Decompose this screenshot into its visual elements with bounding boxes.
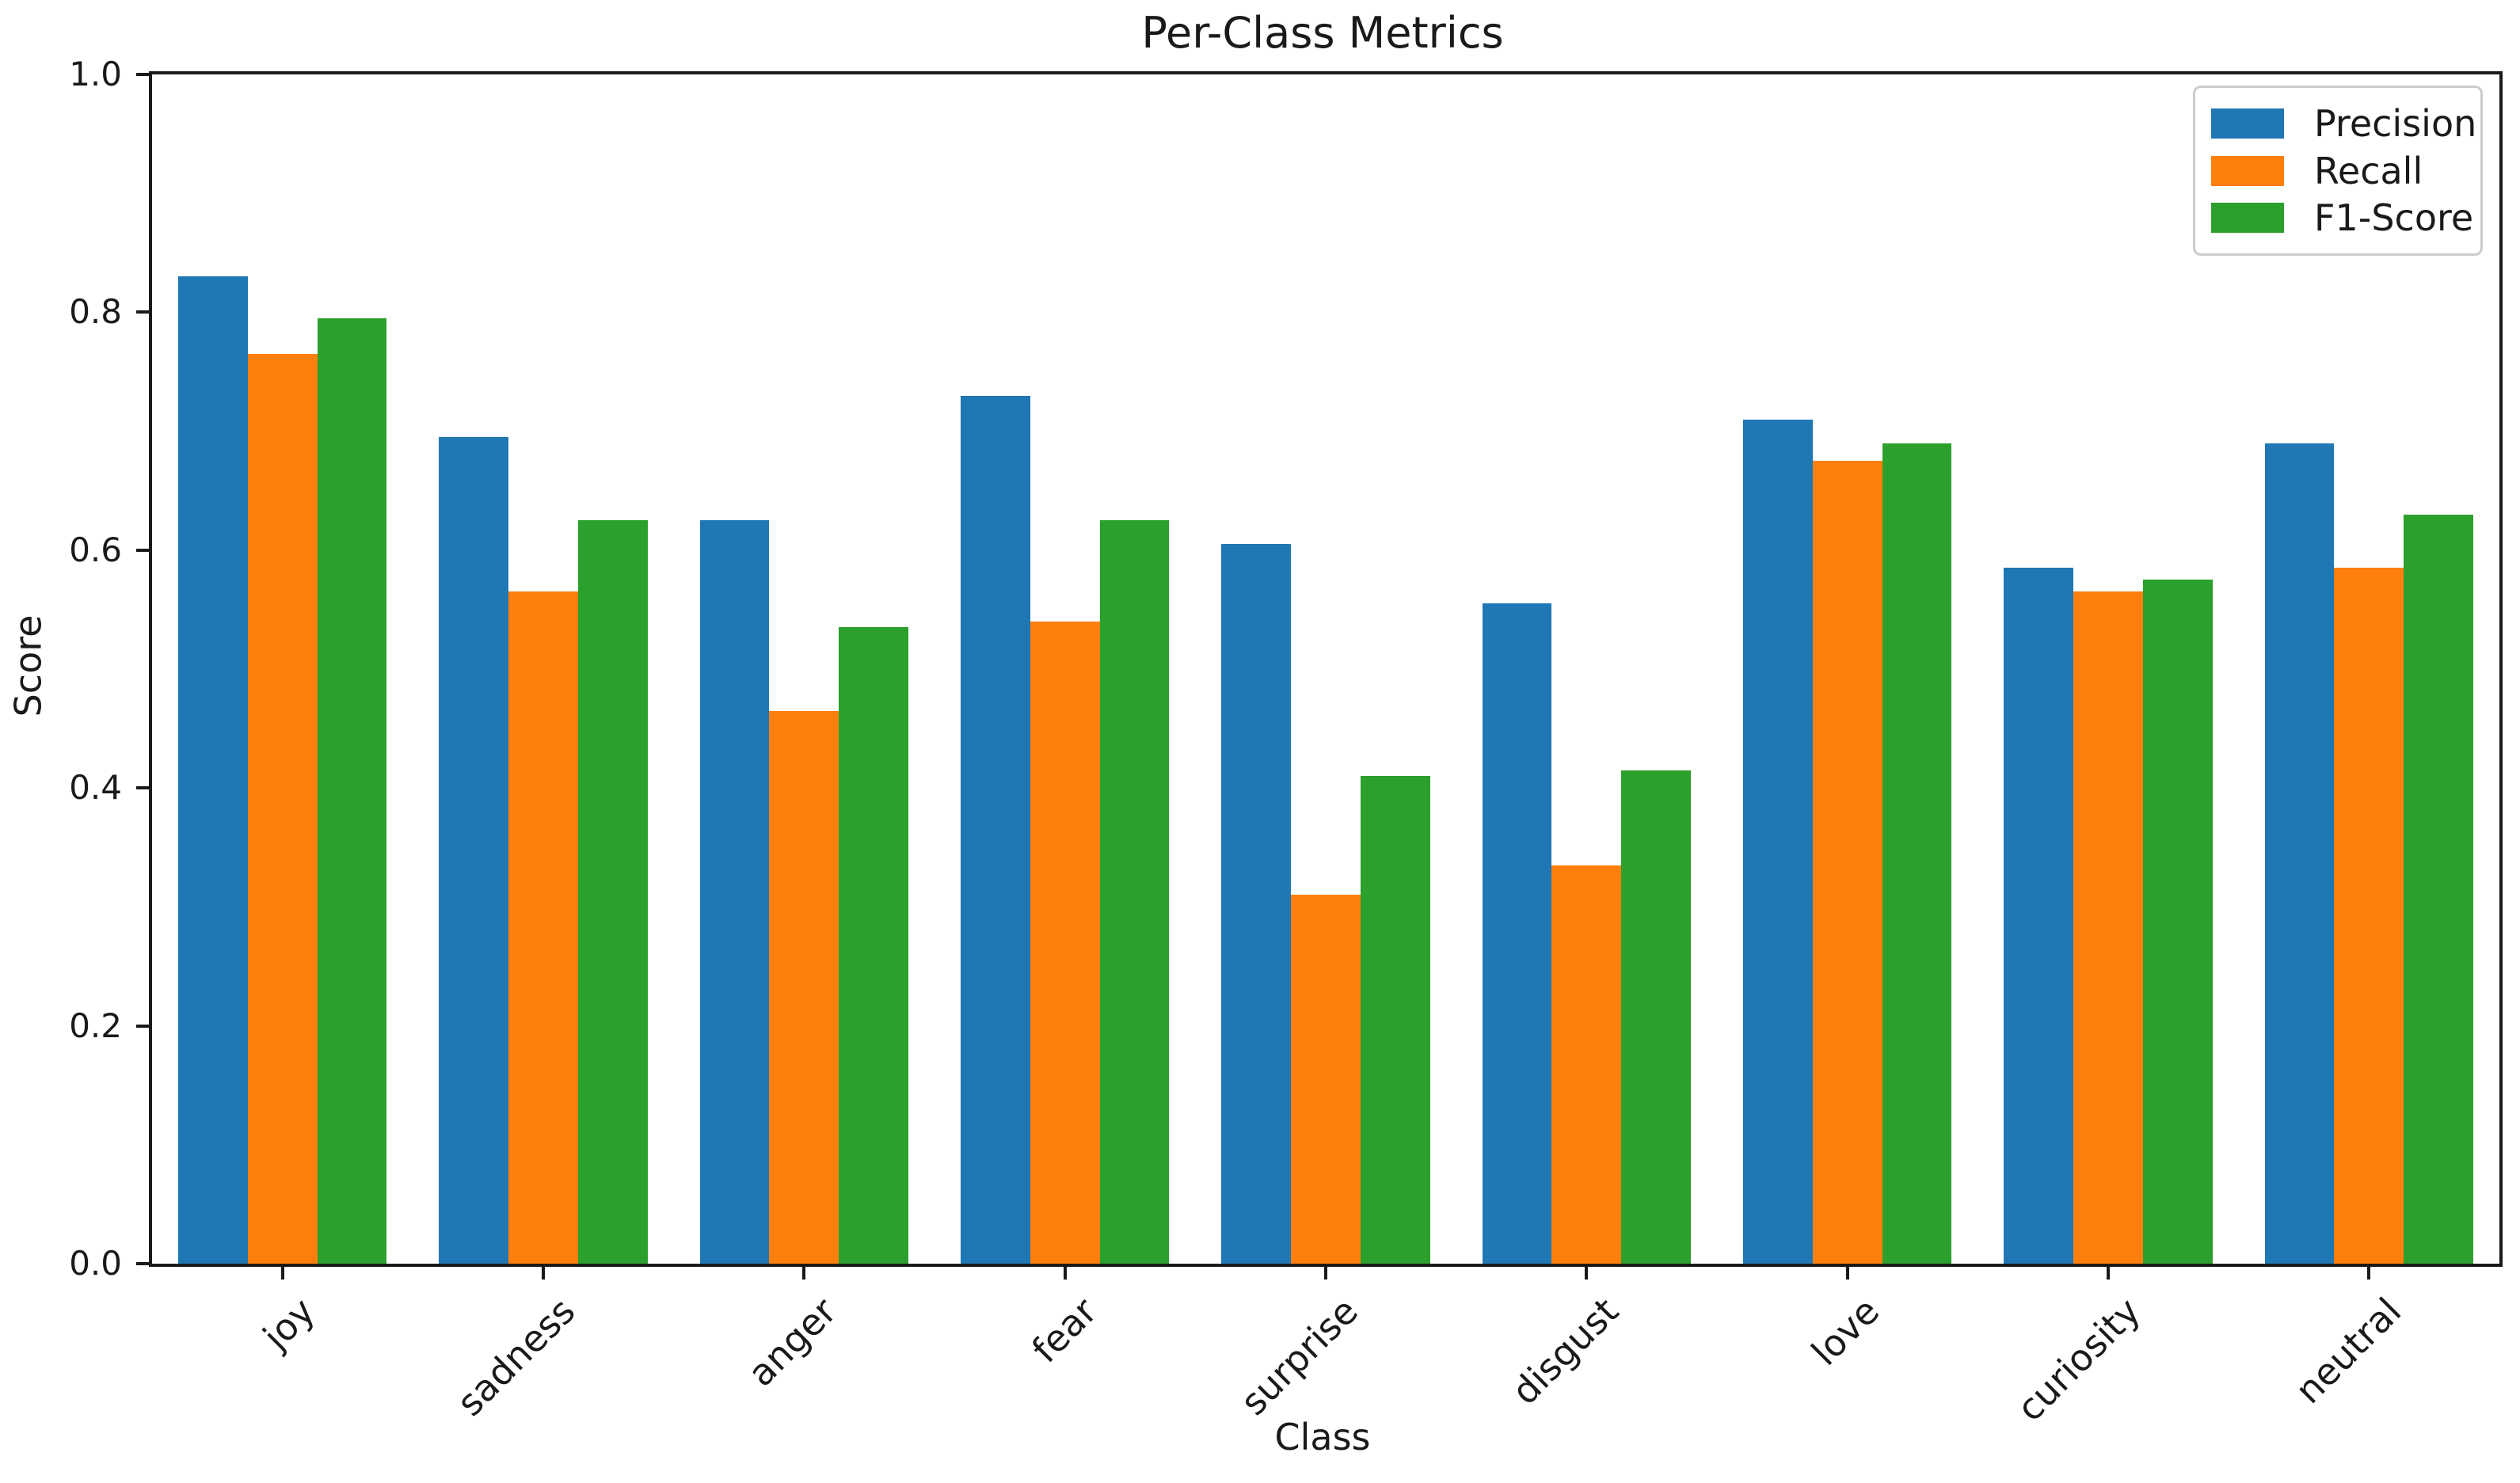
x-tick-label-disgust: disgust: [1503, 1289, 1627, 1413]
x-tick-mark: [1845, 1267, 1849, 1280]
y-tick-label: 0.8: [69, 292, 122, 332]
bar-recall-anger: [769, 710, 839, 1264]
bar-f1-score-curiosity: [2142, 580, 2213, 1264]
y-tick-label: 0.0: [69, 1244, 122, 1283]
bar-precision-disgust: [1482, 603, 1552, 1264]
x-tick-mark: [1324, 1267, 1327, 1280]
x-tick-mark: [802, 1267, 806, 1280]
bar-f1-score-fear: [1099, 520, 1170, 1264]
bar-precision-curiosity: [2004, 568, 2074, 1264]
x-tick-mark: [542, 1267, 545, 1280]
x-tick-mark: [2107, 1267, 2110, 1280]
bar-f1-score-sadness: [577, 520, 648, 1264]
legend-swatch-f1-score: [2211, 203, 2284, 233]
x-tick-label-love: love: [1803, 1289, 1888, 1374]
y-tick-mark: [136, 1024, 149, 1028]
x-tick-mark: [1063, 1267, 1067, 1280]
legend-item-precision: Precision: [2211, 101, 2476, 146]
legend-item-recall: Recall: [2211, 149, 2465, 193]
bar-precision-surprise: [1221, 544, 1292, 1264]
bar-f1-score-anger: [839, 627, 909, 1264]
y-tick-label: 0.4: [69, 768, 122, 808]
bar-precision-love: [1742, 419, 1813, 1264]
legend-swatch-precision: [2211, 108, 2284, 139]
x-tick-label-surprise: surprise: [1231, 1289, 1366, 1424]
y-tick-mark: [136, 548, 149, 552]
bar-recall-fear: [1030, 621, 1100, 1264]
x-axis-label: Class: [1274, 1416, 1371, 1458]
bar-f1-score-neutral: [2404, 514, 2474, 1264]
plot-area: [149, 71, 2503, 1267]
legend-label: Recall: [2314, 149, 2423, 192]
bar-recall-curiosity: [2073, 591, 2143, 1264]
x-tick-label-neutral: neutral: [2286, 1289, 2410, 1413]
legend-swatch-recall: [2211, 155, 2284, 186]
bar-recall-love: [1812, 461, 1882, 1264]
y-tick-label: 1.0: [69, 55, 122, 93]
y-tick-mark: [136, 310, 149, 314]
bar-f1-score-disgust: [1621, 770, 1692, 1264]
x-tick-label-fear: fear: [1023, 1289, 1106, 1371]
y-axis-label: Score: [6, 614, 49, 717]
bar-precision-joy: [177, 276, 248, 1264]
x-tick-label-joy: joy: [254, 1289, 323, 1358]
bar-f1-score-love: [1882, 443, 1952, 1264]
x-tick-mark: [1585, 1267, 1589, 1280]
y-tick-mark: [136, 73, 149, 76]
x-tick-mark: [2367, 1267, 2371, 1280]
bar-precision-anger: [699, 520, 770, 1264]
y-tick-mark: [136, 786, 149, 790]
bar-precision-sadness: [439, 437, 509, 1264]
legend-label: F1-Score: [2314, 196, 2474, 239]
bar-recall-neutral: [2334, 568, 2404, 1264]
y-tick-label: 0.2: [69, 1006, 122, 1045]
x-tick-label-curiosity: curiosity: [2008, 1289, 2149, 1430]
legend-item-f1-score: F1-Score: [2211, 196, 2473, 240]
x-tick-mark: [280, 1267, 284, 1280]
x-tick-label-anger: anger: [739, 1289, 845, 1395]
legend-label: Precision: [2314, 102, 2477, 145]
y-tick-mark: [136, 1262, 149, 1265]
bar-recall-joy: [247, 353, 318, 1264]
bar-recall-disgust: [1551, 865, 1622, 1264]
legend: Precision Recall F1-Score: [2193, 86, 2483, 256]
bar-f1-score-joy: [317, 318, 387, 1264]
x-tick-label-sadness: sadness: [448, 1289, 584, 1424]
y-tick-label: 0.6: [69, 530, 122, 569]
bar-f1-score-surprise: [1360, 776, 1430, 1264]
y-axis-label-wrap: Score: [0, 71, 55, 1261]
bar-precision-fear: [960, 395, 1030, 1264]
chart-title: Per-Class Metrics: [1141, 8, 1504, 58]
bar-recall-sadness: [508, 591, 578, 1264]
bar-recall-surprise: [1291, 895, 1361, 1264]
bar-precision-neutral: [2264, 443, 2335, 1264]
